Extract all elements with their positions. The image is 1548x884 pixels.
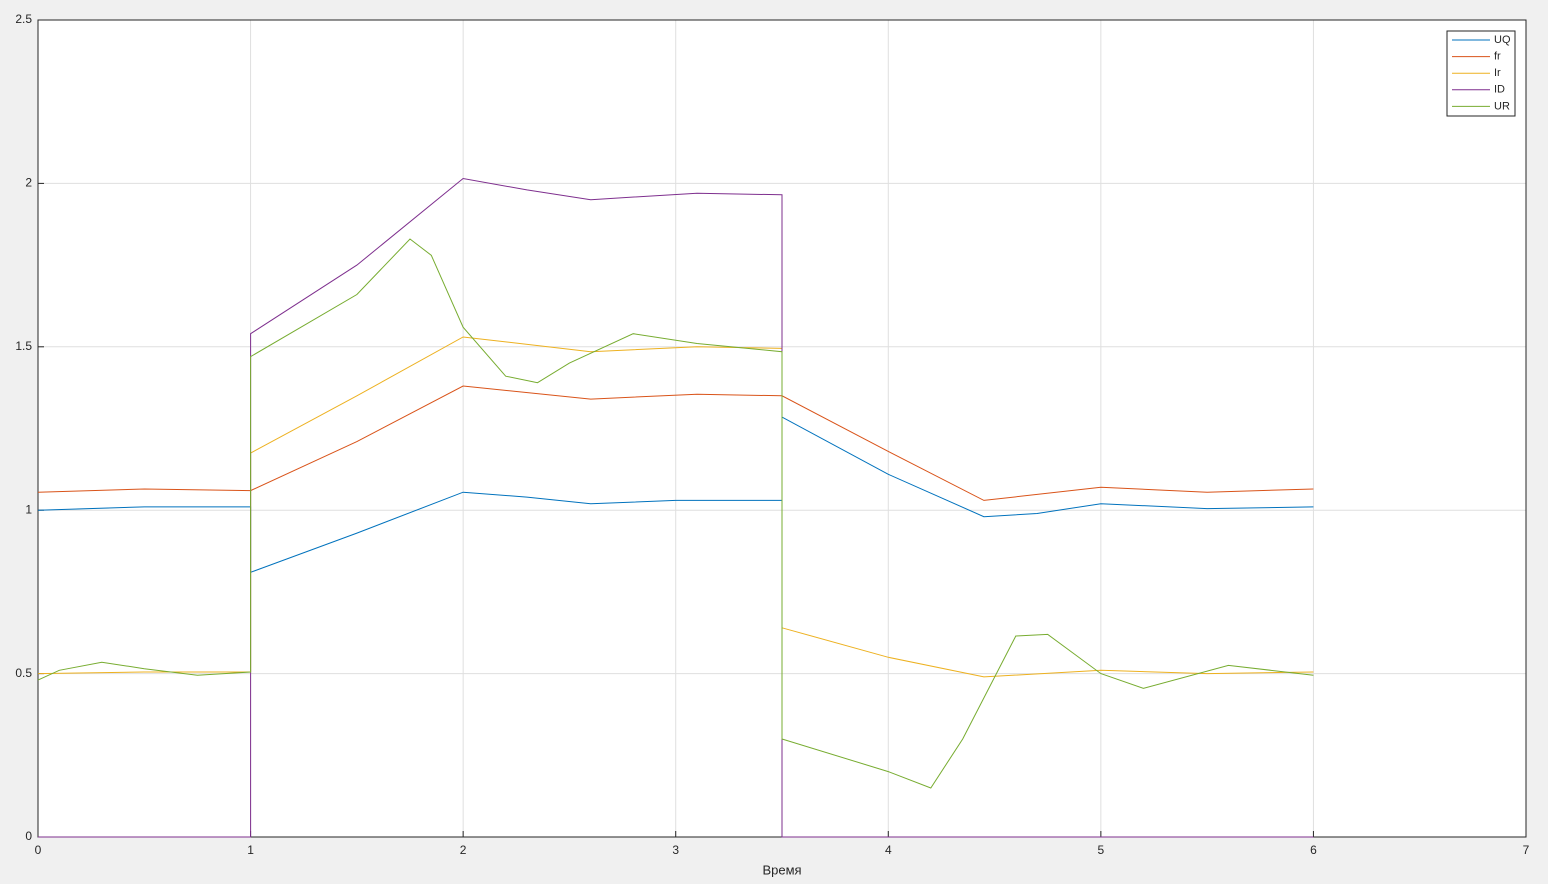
- legend-label: ID: [1494, 84, 1505, 96]
- x-tick-label: 6: [1310, 843, 1317, 857]
- x-tick-label: 0: [35, 843, 42, 857]
- x-tick-label: 4: [885, 843, 892, 857]
- y-tick-label: 1.5: [15, 339, 32, 353]
- legend-label: UQ: [1494, 34, 1511, 46]
- x-tick-label: 1: [247, 843, 254, 857]
- y-tick-label: 0.5: [15, 666, 32, 680]
- legend-label: Ir: [1494, 67, 1501, 79]
- y-tick-label: 2.5: [15, 12, 32, 26]
- y-tick-label: 0: [25, 829, 32, 843]
- x-tick-label: 2: [460, 843, 467, 857]
- legend-label: UR: [1494, 100, 1510, 112]
- x-tick-label: 3: [672, 843, 679, 857]
- x-axis-label: Время: [762, 862, 801, 877]
- x-tick-label: 5: [1098, 843, 1105, 857]
- line-series: [37, 238, 1314, 789]
- legend-label: fr: [1494, 51, 1501, 63]
- x-tick-label: 7: [1523, 843, 1530, 857]
- y-tick-label: 2: [25, 176, 32, 190]
- y-tick-label: 1: [25, 502, 32, 516]
